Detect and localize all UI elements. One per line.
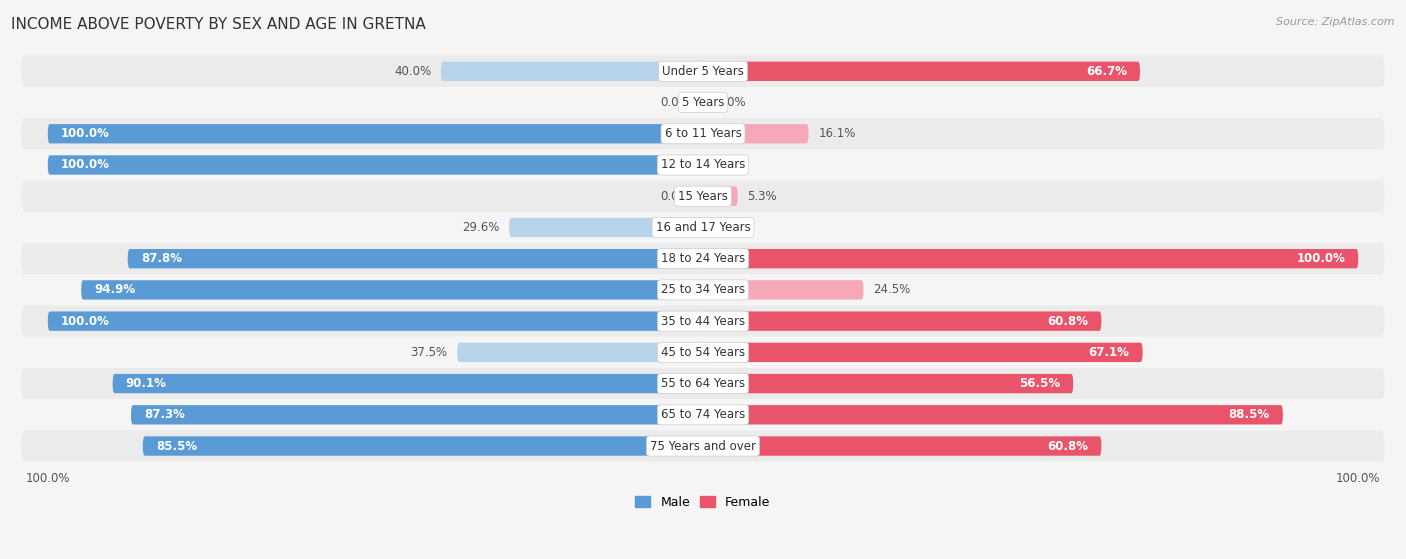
FancyBboxPatch shape — [128, 249, 703, 268]
FancyBboxPatch shape — [112, 374, 703, 394]
Text: 16.1%: 16.1% — [818, 127, 856, 140]
Text: 87.8%: 87.8% — [141, 252, 181, 265]
FancyBboxPatch shape — [21, 149, 1385, 181]
FancyBboxPatch shape — [703, 437, 1101, 456]
FancyBboxPatch shape — [21, 430, 1385, 462]
Text: 12 to 14 Years: 12 to 14 Years — [661, 159, 745, 172]
FancyBboxPatch shape — [457, 343, 703, 362]
Text: Under 5 Years: Under 5 Years — [662, 65, 744, 78]
Text: 15 Years: 15 Years — [678, 190, 728, 203]
Text: 45 to 54 Years: 45 to 54 Years — [661, 346, 745, 359]
FancyBboxPatch shape — [21, 274, 1385, 306]
FancyBboxPatch shape — [703, 61, 1140, 81]
FancyBboxPatch shape — [703, 374, 1073, 394]
FancyBboxPatch shape — [703, 405, 1282, 424]
Text: 88.5%: 88.5% — [1229, 408, 1270, 421]
FancyBboxPatch shape — [21, 368, 1385, 399]
FancyBboxPatch shape — [48, 155, 703, 174]
FancyBboxPatch shape — [21, 56, 1385, 87]
Text: 18 to 24 Years: 18 to 24 Years — [661, 252, 745, 265]
Text: 75 Years and over: 75 Years and over — [650, 439, 756, 453]
Text: 100.0%: 100.0% — [1296, 252, 1346, 265]
Text: 24.5%: 24.5% — [873, 283, 911, 296]
Text: 29.6%: 29.6% — [461, 221, 499, 234]
Text: 35 to 44 Years: 35 to 44 Years — [661, 315, 745, 328]
Text: 100.0%: 100.0% — [60, 159, 110, 172]
FancyBboxPatch shape — [143, 437, 703, 456]
FancyBboxPatch shape — [703, 311, 1101, 331]
FancyBboxPatch shape — [131, 405, 703, 424]
Text: Source: ZipAtlas.com: Source: ZipAtlas.com — [1277, 17, 1395, 27]
Legend: Male, Female: Male, Female — [630, 491, 776, 514]
Text: 85.5%: 85.5% — [156, 439, 197, 453]
Text: 0.0%: 0.0% — [716, 96, 745, 109]
FancyBboxPatch shape — [441, 61, 703, 81]
Text: 100.0%: 100.0% — [60, 315, 110, 328]
Text: 0.0%: 0.0% — [716, 221, 745, 234]
Text: 65 to 74 Years: 65 to 74 Years — [661, 408, 745, 421]
Text: 55 to 64 Years: 55 to 64 Years — [661, 377, 745, 390]
Text: 16 and 17 Years: 16 and 17 Years — [655, 221, 751, 234]
Text: 87.3%: 87.3% — [143, 408, 186, 421]
FancyBboxPatch shape — [21, 181, 1385, 212]
FancyBboxPatch shape — [703, 280, 863, 300]
Text: 66.7%: 66.7% — [1085, 65, 1128, 78]
Text: 40.0%: 40.0% — [394, 65, 432, 78]
Text: 60.8%: 60.8% — [1047, 315, 1088, 328]
FancyBboxPatch shape — [82, 280, 703, 300]
FancyBboxPatch shape — [21, 243, 1385, 274]
Text: 0.0%: 0.0% — [661, 96, 690, 109]
FancyBboxPatch shape — [21, 212, 1385, 243]
FancyBboxPatch shape — [48, 124, 703, 144]
FancyBboxPatch shape — [703, 343, 1143, 362]
FancyBboxPatch shape — [21, 306, 1385, 337]
Text: 56.5%: 56.5% — [1019, 377, 1060, 390]
Text: 100.0%: 100.0% — [60, 127, 110, 140]
FancyBboxPatch shape — [703, 249, 1358, 268]
Text: INCOME ABOVE POVERTY BY SEX AND AGE IN GRETNA: INCOME ABOVE POVERTY BY SEX AND AGE IN G… — [11, 17, 426, 32]
FancyBboxPatch shape — [21, 399, 1385, 430]
Text: 94.9%: 94.9% — [94, 283, 135, 296]
Text: 37.5%: 37.5% — [411, 346, 447, 359]
FancyBboxPatch shape — [21, 87, 1385, 118]
FancyBboxPatch shape — [703, 187, 738, 206]
FancyBboxPatch shape — [21, 337, 1385, 368]
Text: 25 to 34 Years: 25 to 34 Years — [661, 283, 745, 296]
Text: 67.1%: 67.1% — [1088, 346, 1129, 359]
Text: 60.8%: 60.8% — [1047, 439, 1088, 453]
Text: 6 to 11 Years: 6 to 11 Years — [665, 127, 741, 140]
FancyBboxPatch shape — [703, 124, 808, 144]
Text: 5 Years: 5 Years — [682, 96, 724, 109]
Text: 0.0%: 0.0% — [716, 159, 745, 172]
Text: 0.0%: 0.0% — [661, 190, 690, 203]
Text: 90.1%: 90.1% — [125, 377, 166, 390]
FancyBboxPatch shape — [509, 218, 703, 237]
FancyBboxPatch shape — [48, 311, 703, 331]
Text: 5.3%: 5.3% — [748, 190, 778, 203]
FancyBboxPatch shape — [21, 118, 1385, 149]
